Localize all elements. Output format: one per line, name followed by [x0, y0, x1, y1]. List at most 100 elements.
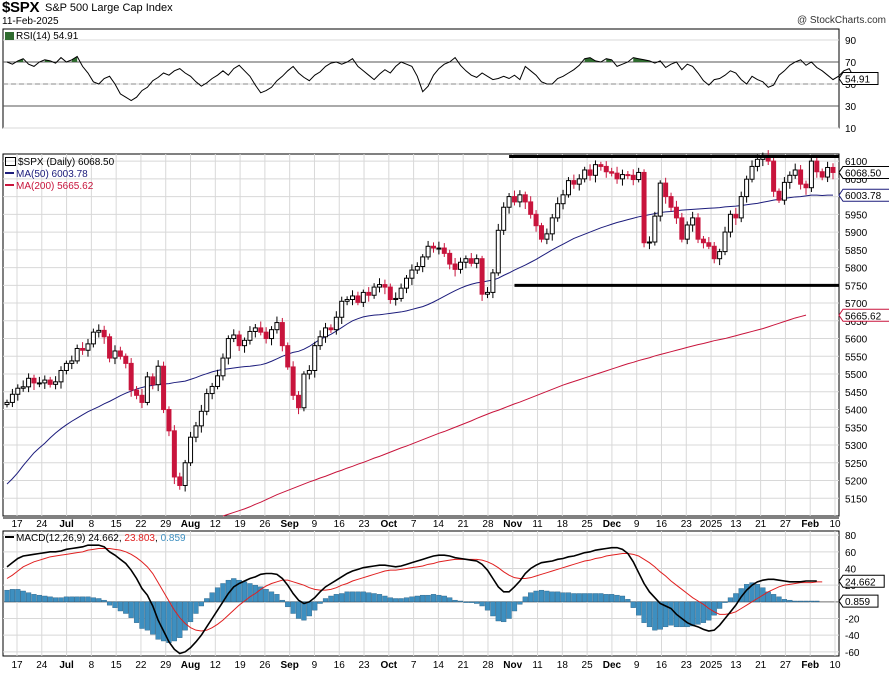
macd-histogram-bar [576, 593, 582, 603]
macd-histogram-bar [328, 595, 334, 603]
rsi-tick-label: 10 [845, 124, 857, 135]
candle-body [263, 331, 269, 340]
macd-histogram-bar [349, 591, 356, 603]
candle-body [452, 263, 458, 270]
price-x-tick-label: 14 [433, 519, 445, 530]
macd-histogram-bar [339, 593, 345, 603]
rsi-last-value: 54.91 [845, 75, 870, 86]
macd-x-tick-label: 16 [656, 660, 668, 671]
macd-histogram-bar [117, 601, 123, 612]
price-tick-label: 5250 [845, 459, 868, 470]
candle-body [738, 196, 744, 219]
macd-histogram-bar [204, 598, 210, 603]
macd-histogram-bar [808, 600, 815, 603]
rsi-overbought-fill [584, 57, 596, 62]
macd-x-tick-label: 29 [160, 660, 172, 671]
macd-histogram-bar [787, 599, 793, 603]
candle-body [749, 165, 755, 180]
macd-histogram-bar [414, 595, 420, 603]
candle-body [42, 379, 48, 384]
candle-body [582, 169, 588, 180]
macd-histogram-bar [133, 601, 140, 623]
macd-histogram-bar [646, 601, 653, 628]
candle-body [441, 247, 447, 254]
macd-histogram-bar [555, 591, 561, 603]
chart-date: 11-Feb-2025 [2, 16, 59, 27]
price-x-tick-label: 23 [358, 519, 370, 530]
macd-x-tick-label: Jul [59, 660, 74, 671]
candle-body [598, 164, 604, 167]
macd-x-tick-label: Oct [380, 660, 397, 671]
price-x-tick-label: Jul [59, 519, 74, 530]
candle-body [614, 172, 620, 180]
macd-histogram-bar [679, 601, 685, 628]
candle-body [134, 389, 140, 396]
macd-histogram-bar [430, 594, 437, 603]
candle-body [727, 213, 733, 233]
price-x-tick-label: Nov [503, 519, 522, 530]
candle-body [90, 331, 96, 345]
macd-x-tick-label: 28 [482, 660, 494, 671]
candle-body [290, 366, 296, 396]
rsi-legend: RSI(14) 54.91 [5, 31, 78, 42]
candle-body [576, 178, 582, 185]
macd-histogram-bar [614, 594, 620, 603]
macd-histogram-bar [495, 601, 501, 622]
candle-body [236, 334, 242, 347]
rsi-tick-label: 70 [845, 58, 857, 69]
price-tick-label: 5850 [845, 246, 868, 257]
macd-histogram-bar [706, 601, 712, 621]
candle-body [787, 174, 793, 183]
macd-histogram-bar [630, 601, 636, 608]
macd-histogram-bar [544, 590, 550, 603]
macd-histogram-bar [52, 597, 59, 603]
macd-x-tick-label: 17 [11, 660, 23, 671]
candle-body [63, 362, 69, 371]
macd-histogram-bar [501, 601, 507, 623]
macd-histogram-bar [139, 601, 145, 629]
candle-body [711, 245, 717, 260]
price-x-tick-label: Oct [380, 519, 397, 530]
macd-panel [2, 530, 840, 657]
candle-swatch [5, 157, 16, 166]
candle-body [398, 287, 404, 299]
macd-histogram-bar [474, 601, 480, 604]
macd-histogram-bar [625, 599, 631, 603]
candle-body [188, 436, 194, 464]
macd-histogram-bar [187, 601, 194, 623]
macd-histogram-bar [90, 597, 96, 603]
candle-body [619, 174, 625, 180]
rsi-legend-text: RSI(14) 54.91 [16, 31, 79, 42]
price-tick-label: 6050 [845, 175, 868, 186]
macd-tick-label: -40 [845, 631, 860, 642]
candle-body [193, 425, 199, 438]
candle-body [781, 181, 787, 201]
candle-body [663, 182, 669, 198]
macd-histogram-bar [312, 601, 318, 611]
macd-histogram-bar [376, 594, 383, 603]
candle-body [625, 174, 631, 177]
candle-body [387, 286, 393, 301]
macd-histogram-bar [420, 594, 426, 603]
ma50-legend-text: MA(50) 6003.78 [16, 169, 88, 180]
ma200-last-value-box [838, 308, 889, 322]
macd-last-value: 24.662 [845, 577, 876, 588]
macd-histogram-bar [322, 598, 329, 603]
macd-legend-value: 24.662 [88, 533, 119, 544]
macd-histogram-bar [441, 595, 447, 603]
candle-body [301, 373, 307, 409]
candle-body [830, 166, 836, 173]
ma200-legend-line: MA(200) 5665.62 [5, 181, 114, 192]
price-legend: $SPX (Daily) 6068.50 MA(50) 6003.78 MA(2… [5, 157, 114, 192]
rsi-tick-label: 90 [845, 36, 857, 47]
price-tick-label: 5200 [845, 477, 868, 488]
macd-histogram-bar [463, 601, 469, 603]
candle-body [166, 409, 172, 432]
macd-histogram-bar [603, 594, 609, 603]
candle-body [565, 180, 571, 196]
candle-body [382, 284, 388, 288]
candle-body [771, 160, 777, 192]
price-tick-label: 5650 [845, 317, 868, 328]
candle-body [139, 394, 145, 403]
candle-body [517, 194, 523, 203]
